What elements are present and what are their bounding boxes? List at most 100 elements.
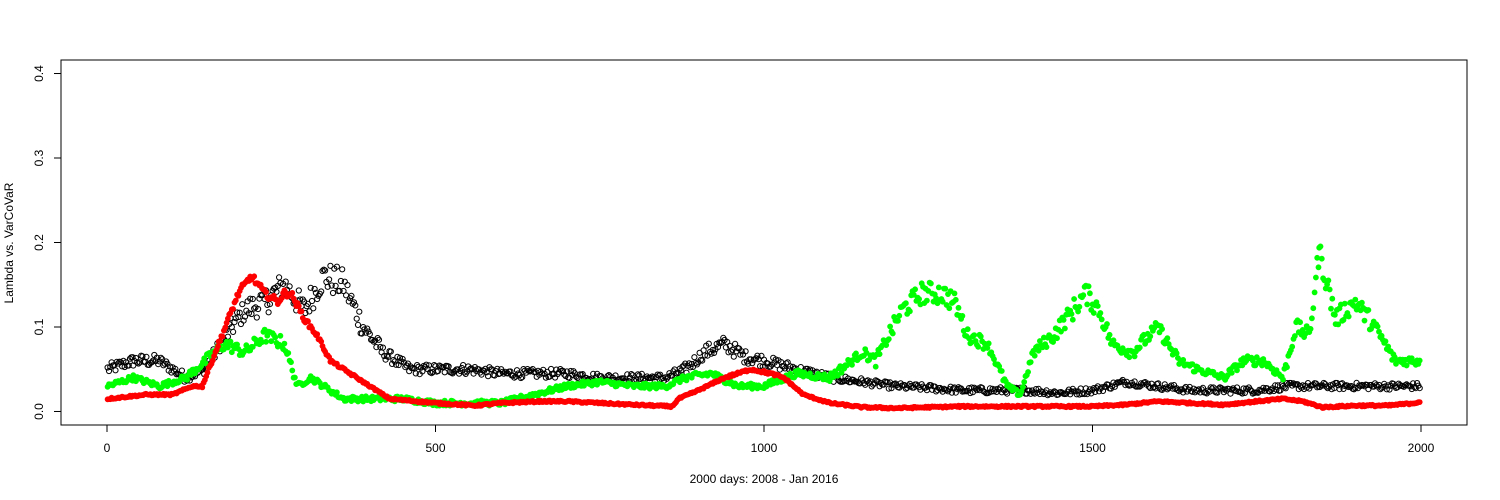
data-point <box>1062 325 1068 332</box>
data-point <box>1144 380 1151 387</box>
data-point <box>1084 301 1091 308</box>
data-point <box>542 374 550 381</box>
data-point <box>1180 356 1187 363</box>
data-point <box>711 349 718 356</box>
data-point <box>314 331 321 338</box>
data-point <box>772 356 779 363</box>
data-point <box>1344 382 1351 389</box>
data-point <box>251 273 258 280</box>
data-point <box>1317 243 1324 250</box>
data-point <box>1032 386 1040 393</box>
x-tick-label: 1000 <box>751 441 778 455</box>
data-point <box>184 376 190 383</box>
data-point <box>354 321 362 328</box>
data-point <box>1335 321 1342 328</box>
data-point <box>935 284 942 291</box>
data-point <box>705 340 712 347</box>
data-point <box>112 367 119 374</box>
data-point <box>308 297 316 305</box>
data-point <box>928 280 934 287</box>
data-point <box>337 277 344 285</box>
data-point <box>240 317 247 324</box>
data-point <box>1021 378 1028 385</box>
data-point <box>1313 274 1319 281</box>
data-point <box>291 374 298 381</box>
data-point <box>1106 331 1113 338</box>
data-point <box>939 298 946 305</box>
data-point <box>1310 305 1317 312</box>
data-point <box>1233 384 1241 391</box>
x-tick-label: 500 <box>425 441 445 455</box>
data-point <box>104 364 111 371</box>
data-point <box>157 354 164 361</box>
data-point <box>288 359 294 366</box>
data-point <box>1069 316 1076 323</box>
data-point <box>1315 264 1322 271</box>
series-layer <box>104 243 1423 412</box>
data-point <box>1228 369 1235 376</box>
data-point <box>554 370 561 378</box>
data-point <box>1110 337 1117 344</box>
data-point <box>754 352 761 359</box>
data-point <box>964 326 971 333</box>
data-point <box>441 369 448 376</box>
data-point <box>1104 321 1110 327</box>
y-tick-label: 0.4 <box>32 65 46 82</box>
data-point <box>885 336 892 342</box>
data-point <box>235 292 242 299</box>
data-point <box>1207 384 1214 391</box>
data-point <box>1020 384 1026 390</box>
data-point <box>1374 323 1381 330</box>
data-point <box>839 378 846 385</box>
data-point <box>538 370 546 377</box>
data-point <box>709 346 716 354</box>
data-point <box>1361 317 1368 324</box>
data-point <box>1359 299 1365 306</box>
data-point <box>925 287 932 294</box>
data-point <box>1215 385 1222 392</box>
data-point <box>282 278 289 285</box>
data-point <box>314 295 321 303</box>
data-point <box>662 374 669 381</box>
data-point <box>1222 386 1229 393</box>
data-point <box>322 267 329 274</box>
data-point <box>910 291 917 298</box>
data-point <box>1284 364 1290 371</box>
data-point <box>687 364 694 371</box>
data-point <box>1027 359 1034 365</box>
series-0 <box>104 262 1423 399</box>
data-point <box>379 344 386 351</box>
data-point <box>445 363 452 370</box>
data-point <box>356 308 363 315</box>
data-point <box>458 364 465 372</box>
data-point <box>286 283 293 290</box>
data-point <box>515 370 522 377</box>
data-point <box>307 284 314 291</box>
data-point <box>306 308 313 315</box>
data-point <box>1383 386 1390 393</box>
data-point <box>340 287 347 295</box>
data-point <box>1025 369 1031 375</box>
data-point <box>125 362 132 369</box>
data-point <box>1283 380 1291 387</box>
data-point <box>1403 362 1410 369</box>
data-point <box>236 309 243 316</box>
data-point <box>466 366 473 373</box>
data-point <box>1076 303 1083 310</box>
data-point <box>423 361 430 368</box>
data-point <box>1329 295 1336 302</box>
data-point <box>1111 383 1118 390</box>
data-point <box>1173 350 1180 357</box>
data-point <box>202 360 209 367</box>
data-point <box>1314 254 1321 261</box>
data-point <box>387 348 394 355</box>
data-point <box>952 296 959 303</box>
data-point <box>628 371 635 378</box>
data-point <box>366 331 373 338</box>
data-point <box>139 353 146 360</box>
data-point <box>863 349 870 356</box>
y-tick-label: 0.2 <box>32 234 46 251</box>
data-point <box>1327 382 1334 389</box>
data-point <box>889 330 896 337</box>
